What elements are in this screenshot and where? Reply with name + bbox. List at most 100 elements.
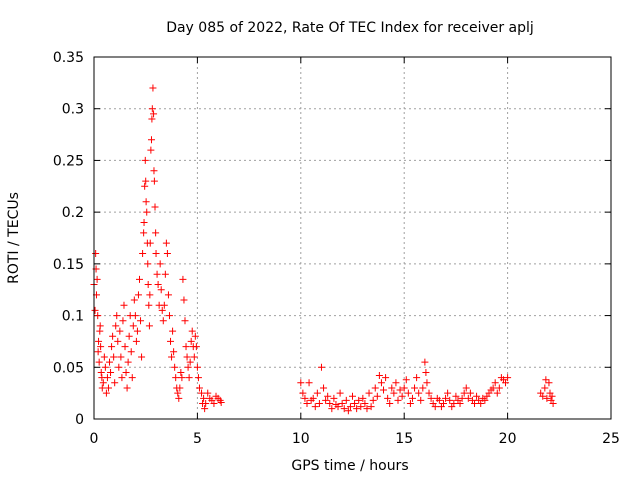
data-point: [201, 405, 209, 413]
x-tick-label: 0: [90, 431, 99, 447]
data-point: [147, 136, 155, 144]
data-point: [158, 306, 166, 314]
data-point: [541, 384, 549, 392]
y-tick-label: 0.1: [62, 309, 84, 325]
data-point: [123, 384, 131, 392]
data-point: [160, 301, 168, 309]
data-point: [491, 379, 499, 387]
data-point: [373, 392, 381, 400]
data-point: [481, 396, 489, 404]
data-point: [180, 296, 188, 304]
data-point: [114, 337, 122, 345]
data-point: [165, 312, 173, 320]
data-point: [148, 115, 156, 123]
data-point: [297, 379, 305, 387]
data-point: [369, 396, 377, 404]
data-point: [204, 389, 212, 397]
data-point: [147, 146, 155, 154]
data-point: [375, 372, 383, 380]
data-point: [419, 384, 427, 392]
data-point: [117, 353, 125, 361]
data-point: [303, 399, 311, 407]
data-point: [384, 394, 392, 402]
data-point: [157, 286, 165, 294]
data-point: [95, 358, 103, 366]
data-point: [96, 322, 104, 330]
data-point: [324, 392, 332, 400]
data-point: [152, 250, 160, 258]
data-point: [502, 379, 510, 387]
y-tick-label: 0.05: [53, 360, 84, 376]
data-point: [361, 399, 369, 407]
data-point: [473, 392, 481, 400]
data-point: [101, 363, 109, 371]
data-point: [133, 327, 141, 335]
data-point: [119, 317, 127, 325]
data-point: [539, 392, 547, 400]
data-point: [141, 182, 149, 190]
data-point: [493, 389, 501, 397]
data-point: [172, 374, 180, 382]
y-axis-title: ROTI / TECUs: [6, 192, 22, 284]
data-point: [124, 358, 132, 366]
data-point: [153, 270, 161, 278]
data-point: [130, 296, 138, 304]
data-point: [322, 396, 330, 404]
data-point: [377, 379, 385, 387]
data-point: [98, 384, 106, 392]
data-point: [177, 368, 185, 376]
data-point: [129, 322, 137, 330]
x-tick-label: 15: [395, 431, 413, 447]
data-point: [121, 343, 129, 351]
data-point: [431, 403, 439, 411]
data-point: [359, 394, 367, 402]
data-point: [122, 368, 130, 376]
data-point: [330, 394, 338, 402]
data-point: [95, 337, 103, 345]
data-point: [450, 399, 458, 407]
data-point: [142, 198, 150, 206]
data-point: [549, 399, 557, 407]
data-point: [94, 312, 102, 320]
data-point: [417, 396, 425, 404]
data-point: [353, 405, 361, 413]
data-point: [388, 384, 396, 392]
data-point: [548, 392, 556, 400]
data-point: [181, 317, 189, 325]
data-point: [188, 327, 196, 335]
data-point: [380, 386, 388, 394]
y-tick-label: 0.3: [62, 102, 84, 118]
data-point: [442, 394, 450, 402]
data-point: [413, 374, 421, 382]
data-point: [462, 384, 470, 392]
data-point: [344, 407, 352, 415]
data-point: [194, 374, 202, 382]
data-point: [150, 167, 158, 175]
data-point: [355, 396, 363, 404]
data-point: [464, 394, 472, 402]
data-point: [139, 250, 147, 258]
data-point: [145, 322, 153, 330]
data-point: [210, 399, 218, 407]
data-point: [423, 379, 431, 387]
data-point: [382, 374, 390, 382]
data-point: [365, 389, 373, 397]
data-point: [159, 317, 167, 325]
data-point: [92, 250, 100, 258]
data-point: [313, 389, 321, 397]
data-point: [435, 396, 443, 404]
data-point: [217, 398, 225, 406]
data-point: [107, 368, 115, 376]
data-point: [152, 229, 160, 237]
data-point: [309, 394, 317, 402]
y-tick-label: 0.35: [53, 50, 84, 66]
data-point: [439, 399, 447, 407]
data-point: [328, 405, 336, 413]
data-point: [93, 275, 101, 283]
data-point: [398, 392, 406, 400]
data-point: [137, 317, 145, 325]
data-point: [392, 379, 400, 387]
data-point: [108, 343, 116, 351]
data-point: [456, 399, 464, 407]
data-point: [193, 363, 201, 371]
